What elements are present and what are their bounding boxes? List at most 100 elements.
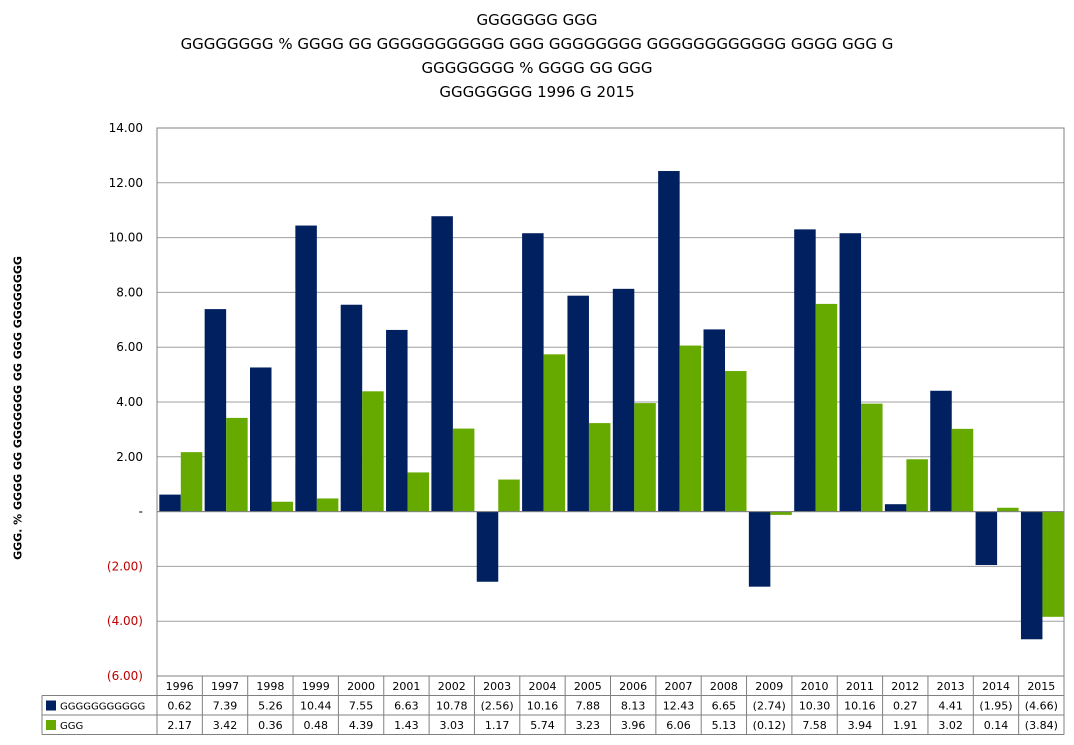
bar-series-1 [567, 295, 589, 512]
data-table-value: 8.13 [621, 700, 646, 713]
y-tick-label: 14.00 [109, 121, 143, 135]
x-category-label: 2015 [1027, 680, 1055, 693]
bar-series-2 [271, 501, 293, 512]
bar-series-1 [703, 329, 725, 512]
x-category-label: 2002 [438, 680, 466, 693]
data-table-value: 1.17 [485, 719, 510, 732]
data-table-value: 3.42 [213, 719, 238, 732]
chart-title-block: GGGGGGG GGG GGGGGGGG % GGGG GG GGGGGGGGG… [0, 8, 1074, 104]
bar-series-2 [226, 417, 248, 512]
x-category-label: 2012 [891, 680, 919, 693]
x-category-label: 1997 [211, 680, 239, 693]
data-table-value: 7.88 [576, 700, 601, 713]
y-tick-label: 4.00 [116, 395, 143, 409]
bar-series-2 [543, 354, 566, 512]
x-category-label: 2013 [937, 680, 965, 693]
bar-series-2 [815, 303, 838, 512]
bar-series-2 [906, 459, 928, 512]
x-category-label: 1996 [166, 680, 194, 693]
bar-series-2 [861, 403, 883, 512]
data-table-value: 10.78 [436, 700, 468, 713]
data-table-value: (4.66) [1025, 700, 1058, 713]
bar-series-2 [407, 472, 430, 512]
bar-series-2 [452, 428, 475, 512]
bar-series-1 [386, 329, 408, 512]
legend-swatch [46, 720, 56, 730]
data-table-value: 10.44 [300, 700, 332, 713]
y-tick-label: - [139, 505, 143, 519]
y-tick-label: 8.00 [116, 285, 143, 299]
legend-series-name: GGGGGGGGGGG [60, 702, 145, 713]
y-tick-label: (4.00) [107, 614, 143, 628]
chart-title-line-2: GGGGGGGG % GGGG GG GGGGGGGGGGG GGG GGGGG… [180, 35, 894, 53]
data-table-value: 3.94 [848, 719, 873, 732]
x-category-label: 2009 [755, 680, 783, 693]
bar-series-2 [770, 511, 792, 515]
bar-series-2 [634, 403, 656, 512]
data-table-value: 0.27 [893, 700, 918, 713]
bar-series-1 [839, 233, 862, 512]
legend-series-name: GGG [60, 721, 83, 732]
bar-series-2 [316, 498, 339, 512]
data-table-value: 0.14 [984, 719, 1009, 732]
bar-series-1 [930, 390, 952, 512]
data-table-value: 1.43 [394, 719, 419, 732]
bar-series-2 [588, 423, 611, 512]
bar-series-2 [498, 479, 520, 512]
y-tick-label: 6.00 [116, 340, 143, 354]
x-category-label: 2000 [347, 680, 375, 693]
bar-series-1 [431, 216, 453, 512]
x-category-label: 2003 [483, 680, 511, 693]
data-table-value: 6.63 [394, 700, 419, 713]
x-category-label: 1998 [256, 680, 284, 693]
bar-series-2 [951, 428, 974, 512]
data-table-value: (1.95) [979, 700, 1012, 713]
data-table-value: 4.41 [938, 700, 963, 713]
data-table-value: 7.58 [802, 719, 827, 732]
y-tick-label: 2.00 [116, 450, 143, 464]
x-category-label: 2008 [710, 680, 738, 693]
data-table-value: 3.03 [440, 719, 465, 732]
x-category-label: 2011 [846, 680, 874, 693]
data-table-value: (2.74) [753, 700, 786, 713]
bar-series-2 [997, 507, 1019, 512]
chart-title-line-1: GGGGGGG GGG [476, 11, 598, 29]
x-category-label: 2005 [574, 680, 602, 693]
data-table-value: (0.12) [753, 719, 786, 732]
y-tick-label: (6.00) [107, 669, 143, 683]
bar-series-2 [1042, 511, 1064, 617]
data-table-value: 7.39 [213, 700, 238, 713]
bar-series-1 [204, 309, 227, 512]
y-tick-label: 12.00 [109, 176, 143, 190]
bar-series-2 [679, 345, 702, 512]
chart-title-line-3: GGGGGGGG % GGGG GG GGG [421, 59, 653, 77]
data-table-value: 12.43 [663, 700, 695, 713]
data-table-value: 3.96 [621, 719, 646, 732]
data-table-value: 3.02 [938, 719, 963, 732]
data-table-value: 1.91 [893, 719, 918, 732]
data-table-value: 5.74 [530, 719, 555, 732]
data-table-value: 4.39 [349, 719, 374, 732]
data-table-value: 10.16 [844, 700, 876, 713]
data-table-value: 5.26 [258, 700, 283, 713]
bar-series-1 [748, 511, 771, 587]
legend-swatch [46, 700, 56, 711]
data-table-value: 0.48 [303, 719, 328, 732]
data-table-value: (2.56) [481, 700, 514, 713]
data-table-value: 6.06 [666, 719, 691, 732]
data-table-value: 0.36 [258, 719, 283, 732]
x-category-label: 2006 [619, 680, 647, 693]
bar-series-1 [612, 288, 635, 512]
bar-series-1 [340, 304, 363, 512]
bar-series-1 [250, 367, 272, 512]
chart-title-line-4: GGGGGGGG 1996 G 2015 [439, 83, 635, 101]
data-table-value: 0.62 [167, 700, 192, 713]
bar-series-1 [476, 511, 499, 582]
bar-series-1 [295, 225, 317, 512]
data-table-value: 5.13 [712, 719, 737, 732]
x-category-label: 1999 [302, 680, 330, 693]
bar-series-1 [522, 233, 544, 512]
data-table-value: 2.17 [167, 719, 192, 732]
data-table-value: 10.30 [799, 700, 831, 713]
